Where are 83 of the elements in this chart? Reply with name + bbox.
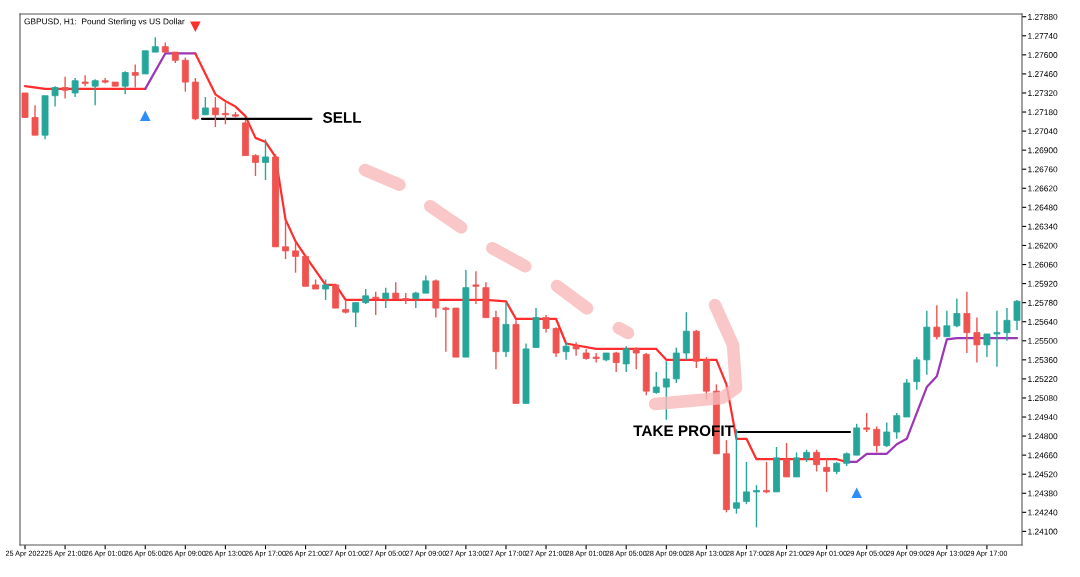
y-tick-label: 1.26900	[1028, 147, 1058, 154]
candlestick	[322, 278, 330, 301]
candlestick	[51, 85, 59, 108]
candlestick	[382, 286, 390, 309]
candlestick	[733, 428, 740, 515]
candlestick	[753, 484, 760, 528]
y-tick-label: 1.24380	[1028, 490, 1058, 497]
candlestick	[993, 310, 1001, 368]
candlestick	[883, 421, 891, 448]
y-tick-label: 1.24520	[1028, 471, 1058, 478]
candlestick	[1003, 307, 1011, 342]
point	[851, 488, 862, 499]
y-tick-label: 1.27040	[1028, 128, 1058, 135]
candlestick	[863, 412, 871, 433]
y-tick-label: 1.27880	[1028, 13, 1058, 20]
y-tick-label: 1.24800	[1028, 433, 1058, 440]
y-tick-label: 1.26480	[1028, 204, 1058, 211]
candlestick	[332, 284, 340, 309]
candlestick	[652, 371, 660, 395]
candlestick	[572, 341, 580, 357]
y-tick-label: 1.25500	[1028, 337, 1058, 344]
y-tick-label: 1.27320	[1028, 90, 1058, 97]
candlestick	[893, 412, 901, 440]
candlestick	[622, 345, 630, 373]
y-tick-label: 1.26760	[1028, 166, 1058, 173]
y-tick-label: 1.27180	[1028, 109, 1058, 116]
candlestick	[211, 96, 219, 128]
candlestick	[592, 352, 600, 364]
candlestick	[943, 310, 951, 338]
y-tick-label: 1.27740	[1028, 32, 1058, 39]
candlestick	[141, 50, 149, 75]
candlestick	[743, 461, 750, 505]
y-tick-label: 1.25640	[1028, 318, 1058, 325]
point	[140, 111, 151, 121]
candlestick	[933, 304, 941, 341]
candlestick	[963, 291, 971, 354]
y-tick-label: 1.26620	[1028, 185, 1058, 192]
candlestick	[352, 301, 360, 328]
candlestick	[262, 138, 269, 181]
y-tick-label: 1.25360	[1028, 357, 1058, 363]
y-tick-label: 1.27600	[1028, 52, 1058, 58]
candlestick	[81, 74, 89, 87]
candlestick	[442, 306, 450, 353]
candlestick	[953, 297, 961, 328]
candlestick	[91, 78, 99, 106]
candlestick	[31, 104, 39, 136]
candlestick	[823, 457, 831, 493]
y-tick-label: 1.25920	[1028, 280, 1058, 287]
y-tick-label: 1.26200	[1028, 242, 1058, 249]
candlestick	[793, 451, 800, 478]
candlestick	[71, 77, 79, 98]
point	[190, 21, 201, 32]
candlestick	[282, 220, 289, 260]
chart-title: GBPUSD, H1: Pound Sterling vs US Dollar	[24, 18, 185, 27]
y-tick-label: 1.24100	[1028, 528, 1058, 535]
candlestick	[813, 448, 821, 473]
candlestick	[913, 356, 921, 391]
y-tick-label: 1.25780	[1028, 299, 1058, 306]
y-tick-label: 1.26340	[1028, 223, 1058, 230]
y-tick-label: 1.24940	[1028, 414, 1058, 421]
candlestick	[221, 101, 229, 125]
y-tick-label: 1.26060	[1028, 261, 1058, 268]
candlestick	[763, 461, 770, 494]
y-tick-label: 1.25080	[1028, 395, 1058, 402]
candlestick	[61, 75, 69, 100]
candlestick	[682, 311, 690, 361]
y-tick-label: 1.25220	[1028, 376, 1058, 382]
candlestick	[121, 70, 129, 96]
candlestick	[973, 316, 981, 364]
candlestick	[562, 341, 570, 361]
y-tick-label: 1.24660	[1028, 452, 1058, 459]
y-tick-label: 1.24240	[1028, 509, 1058, 516]
candlestick	[873, 425, 881, 454]
candlestick	[131, 63, 139, 89]
candlestick	[472, 270, 480, 305]
candlestick	[983, 333, 991, 358]
series-label: SELL	[322, 112, 362, 123]
candlestick	[181, 56, 189, 93]
candlestick	[372, 291, 380, 316]
candlestick	[783, 442, 790, 478]
y-tick-label: 1.27460	[1028, 71, 1058, 78]
candlestick	[292, 242, 299, 274]
candlestick	[252, 153, 259, 177]
